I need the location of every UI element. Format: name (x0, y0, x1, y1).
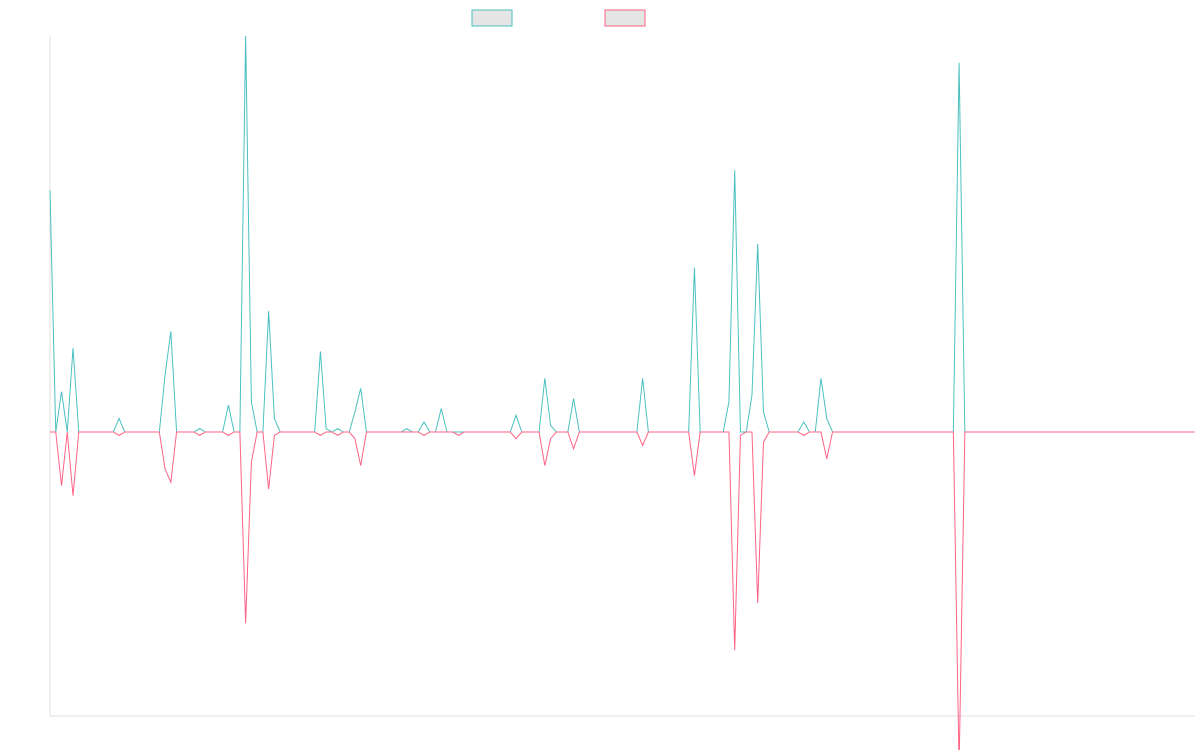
data-point[interactable] (691, 265, 697, 271)
data-point[interactable] (59, 389, 65, 395)
data-point[interactable] (271, 416, 277, 422)
data-point[interactable] (571, 446, 577, 452)
data-point[interactable] (335, 426, 341, 432)
data-point[interactable] (760, 409, 766, 415)
data-point[interactable] (548, 422, 554, 428)
data-point[interactable] (404, 426, 410, 432)
data-point[interactable] (162, 372, 168, 378)
data-point[interactable] (266, 308, 272, 314)
data-point[interactable] (225, 432, 231, 438)
data-point[interactable] (323, 426, 329, 432)
data-point[interactable] (47, 187, 53, 193)
data-point[interactable] (438, 406, 444, 412)
data-point[interactable] (162, 466, 168, 472)
data-point[interactable] (801, 432, 807, 438)
data-point[interactable] (421, 432, 427, 438)
series-layer (47, 33, 1195, 750)
data-point[interactable] (818, 375, 824, 381)
data-point[interactable] (737, 432, 743, 438)
data-point[interactable] (571, 395, 577, 401)
data-point[interactable] (352, 436, 358, 442)
data-point[interactable] (266, 486, 272, 492)
data-point[interactable] (358, 463, 364, 469)
data-point[interactable] (116, 416, 122, 422)
data-point[interactable] (542, 463, 548, 469)
data-point[interactable] (640, 442, 646, 448)
data-point[interactable] (358, 385, 364, 391)
series-2-points (59, 432, 963, 750)
data-point[interactable] (317, 348, 323, 354)
axes (49, 36, 1195, 717)
data-point[interactable] (116, 432, 122, 438)
data-point[interactable] (513, 436, 519, 442)
data-point[interactable] (271, 432, 277, 438)
data-point[interactable] (335, 432, 341, 438)
data-point[interactable] (70, 493, 76, 499)
data-point[interactable] (691, 473, 697, 479)
data-point[interactable] (168, 328, 174, 334)
data-point[interactable] (956, 60, 962, 66)
legend (471, 9, 646, 27)
data-point[interactable] (732, 167, 738, 173)
data-point[interactable] (640, 375, 646, 381)
data-point[interactable] (248, 399, 254, 405)
data-point[interactable] (824, 456, 830, 462)
data-point[interactable] (243, 33, 249, 39)
legend-swatch-2[interactable] (604, 9, 646, 27)
data-point[interactable] (168, 479, 174, 485)
data-point[interactable] (755, 241, 761, 247)
data-point[interactable] (197, 432, 203, 438)
data-point[interactable] (243, 620, 249, 626)
data-point[interactable] (225, 402, 231, 408)
data-point[interactable] (421, 419, 427, 425)
data-point[interactable] (513, 412, 519, 418)
series-1-points (47, 33, 962, 432)
data-point[interactable] (824, 416, 830, 422)
data-point[interactable] (317, 432, 323, 438)
data-point[interactable] (726, 399, 732, 405)
data-point[interactable] (59, 483, 65, 489)
data-point[interactable] (197, 426, 203, 432)
data-point[interactable] (352, 409, 358, 415)
data-point[interactable] (801, 419, 807, 425)
data-point[interactable] (542, 375, 548, 381)
data-point[interactable] (70, 345, 76, 351)
series-line-1 (49, 35, 1195, 433)
data-point[interactable] (755, 600, 761, 606)
data-point[interactable] (732, 647, 738, 653)
data-point[interactable] (548, 436, 554, 442)
data-point[interactable] (749, 392, 755, 398)
data-point[interactable] (248, 459, 254, 465)
data-point[interactable] (456, 432, 462, 438)
legend-swatch-1[interactable] (471, 9, 513, 27)
data-point[interactable] (760, 439, 766, 445)
series-line-2 (50, 431, 1195, 750)
